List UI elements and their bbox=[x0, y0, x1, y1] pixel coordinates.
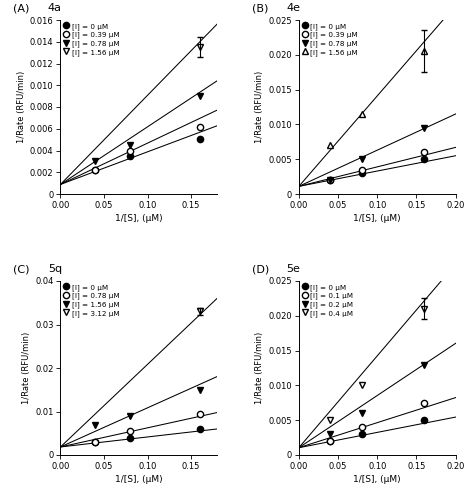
Text: (C): (C) bbox=[13, 264, 30, 274]
Text: (A): (A) bbox=[13, 3, 30, 13]
Y-axis label: 1/Rate (RFU/min): 1/Rate (RFU/min) bbox=[255, 71, 264, 143]
X-axis label: 1/[S], (μM): 1/[S], (μM) bbox=[353, 475, 401, 484]
Text: 5q: 5q bbox=[48, 264, 62, 274]
X-axis label: 1/[S], (μM): 1/[S], (μM) bbox=[115, 475, 163, 484]
Text: (D): (D) bbox=[252, 264, 269, 274]
Legend: [I] = 0 μM, [I] = 0.1 μM, [I] = 0.2 μM, [I] = 0.4 μM: [I] = 0 μM, [I] = 0.1 μM, [I] = 0.2 μM, … bbox=[301, 283, 354, 318]
Text: 4e: 4e bbox=[286, 3, 300, 13]
Text: 5e: 5e bbox=[286, 264, 300, 274]
Y-axis label: 1/Rate (RFU/min): 1/Rate (RFU/min) bbox=[255, 332, 264, 404]
Text: 4a: 4a bbox=[48, 3, 62, 13]
Legend: [I] = 0 μM, [I] = 0.78 μM, [I] = 1.56 μM, [I] = 3.12 μM: [I] = 0 μM, [I] = 0.78 μM, [I] = 1.56 μM… bbox=[63, 283, 120, 318]
Text: (B): (B) bbox=[252, 3, 268, 13]
Y-axis label: 1/Rate (RFU/min): 1/Rate (RFU/min) bbox=[22, 332, 31, 404]
Legend: [I] = 0 μM, [I] = 0.39 μM, [I] = 0.78 μM, [I] = 1.56 μM: [I] = 0 μM, [I] = 0.39 μM, [I] = 0.78 μM… bbox=[301, 22, 359, 56]
X-axis label: 1/[S], (μM): 1/[S], (μM) bbox=[115, 214, 163, 223]
X-axis label: 1/[S], (μM): 1/[S], (μM) bbox=[353, 214, 401, 223]
Legend: [I] = 0 μM, [I] = 0.39 μM, [I] = 0.78 μM, [I] = 1.56 μM: [I] = 0 μM, [I] = 0.39 μM, [I] = 0.78 μM… bbox=[63, 22, 120, 56]
Y-axis label: 1/Rate (RFU/min): 1/Rate (RFU/min) bbox=[17, 71, 26, 143]
